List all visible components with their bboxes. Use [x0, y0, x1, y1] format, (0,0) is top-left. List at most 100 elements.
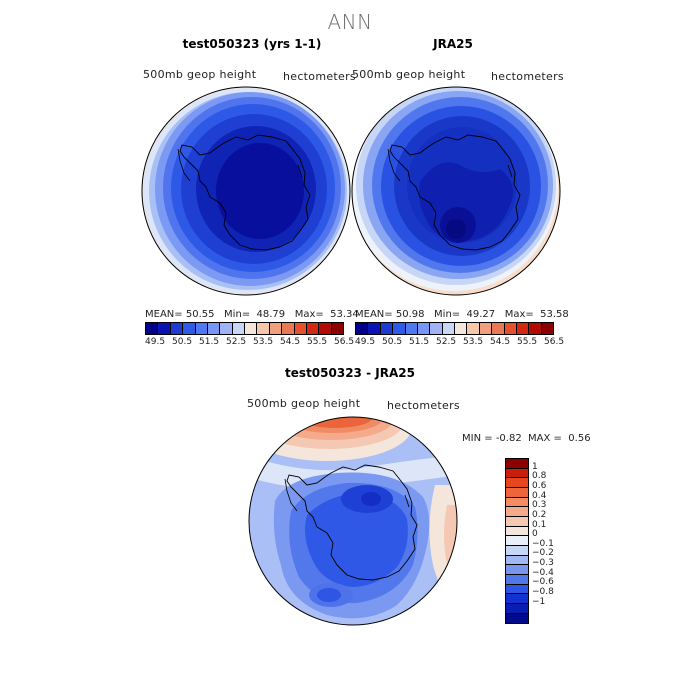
colorbar-tick-label: 0.3: [532, 500, 547, 511]
panel1-max-value: 53.34: [330, 309, 359, 320]
colorbar-tick-label: −1: [532, 596, 546, 607]
panel3-title: test050323 - JRA25: [285, 366, 415, 380]
colorbar-swatch: [146, 323, 159, 334]
panel2-max-label: Max=: [504, 309, 534, 320]
panel2-title: JRA25: [433, 37, 473, 51]
colorbar-tick-label: 0.2: [532, 509, 547, 520]
panel2-colorbar-ticks: 49.5 50.5 51.5 52.5 53.5 54.5 55.5 56.5: [355, 337, 565, 349]
colorbar-tick-label: 50.5: [172, 337, 193, 347]
colorbar-swatch: [405, 323, 418, 334]
colorbar-swatch: [393, 323, 406, 334]
colorbar-swatch: [319, 323, 332, 334]
colorbar-swatch: [282, 323, 295, 334]
colorbar-swatch: [506, 565, 528, 575]
colorbar-swatch: [479, 323, 493, 334]
colorbar-swatch: [541, 323, 553, 334]
panel1-units: hectometers: [283, 70, 356, 83]
colorbar-swatch: [506, 487, 528, 498]
colorbar-swatch: [380, 323, 394, 334]
panel3-units: hectometers: [387, 399, 460, 412]
colorbar-swatch: [506, 613, 528, 624]
colorbar-tick-label: 0.4: [532, 490, 547, 501]
colorbar-swatch: [506, 468, 528, 479]
colorbar-swatch: [232, 323, 245, 334]
colorbar-swatch: [356, 323, 369, 334]
colorbar-swatch: [331, 323, 343, 334]
colorbar-swatch: [506, 584, 528, 595]
panel3-minmax: MIN = -0.82 MAX = 0.56: [462, 433, 591, 444]
colorbar-swatch: [245, 323, 258, 334]
panel2-stats: MEAN= 50.98 Min= 49.27 Max= 53.58: [355, 309, 569, 320]
panel3-min-value: -0.82: [495, 433, 522, 444]
colorbar-tick-label: 55.5: [517, 337, 538, 347]
colorbar-swatch: [506, 555, 528, 566]
colorbar-swatch: [195, 323, 208, 334]
panel2-polar-map: [351, 86, 561, 296]
colorbar-tick-label: 0.8: [532, 471, 547, 482]
colorbar-swatch: [506, 516, 528, 527]
colorbar-tick-label: 1: [532, 461, 538, 472]
colorbar-tick-label: 52.5: [226, 337, 247, 347]
colorbar-tick-label: 56.5: [544, 337, 565, 347]
colorbar-tick-label: 54.5: [490, 337, 511, 347]
colorbar-tick-label: 0.6: [532, 480, 547, 491]
colorbar-swatch: [492, 323, 505, 334]
colorbar-tick-label: 54.5: [280, 337, 301, 347]
colorbar-swatch: [529, 323, 542, 334]
colorbar-swatch: [183, 323, 196, 334]
colorbar-swatch: [506, 497, 528, 508]
colorbar-swatch: [506, 603, 528, 614]
colorbar-tick-label: −0.1: [532, 538, 554, 549]
panel1-mean-value: 50.55: [185, 309, 215, 320]
panel3-max-label: MAX =: [528, 433, 562, 444]
main-title: ANN: [327, 10, 373, 34]
colorbar-swatch: [504, 323, 517, 334]
colorbar-swatch: [516, 323, 530, 334]
panel3-colorbar-ticks: 1 0.8 0.6 0.4 0.3 0.2 0.1 0 −0.1 −0.2 −0.3 −0.4 −0.6…: [532, 458, 572, 622]
colorbar-swatch: [506, 459, 528, 469]
panel1-colorbar-ticks: 49.5 50.5 51.5 52.5 53.5 54.5 55.5 56.5: [145, 337, 355, 349]
panel2-colorbar: [355, 322, 554, 335]
colorbar-swatch: [506, 478, 528, 488]
colorbar-swatch: [368, 323, 381, 334]
colorbar-swatch: [506, 545, 528, 556]
colorbar-swatch: [506, 507, 528, 517]
colorbar-swatch: [207, 323, 221, 334]
colorbar-swatch: [158, 323, 171, 334]
colorbar-swatch: [455, 323, 468, 334]
colorbar-swatch: [506, 574, 528, 585]
panel3-variable-label: 500mb geop height: [247, 397, 361, 410]
panel3-max-value: 0.56: [568, 433, 591, 444]
panel1-min-label: Min=: [224, 309, 251, 320]
colorbar-tick-label: 49.5: [145, 337, 166, 347]
colorbar-tick-label: 55.5: [307, 337, 328, 347]
colorbar-tick-label: 0.1: [532, 519, 547, 530]
colorbar-swatch: [467, 323, 480, 334]
panel2-units: hectometers: [491, 70, 564, 83]
colorbar-tick-label: 0: [532, 529, 538, 540]
colorbar-tick-label: 50.5: [382, 337, 403, 347]
colorbar-tick-label: 51.5: [199, 337, 220, 347]
colorbar-tick-label: −0.3: [532, 558, 554, 569]
colorbar-swatch: [220, 323, 233, 334]
panel1-variable-label: 500mb geop height: [143, 68, 257, 81]
colorbar-tick-label: −0.8: [532, 587, 554, 598]
colorbar-swatch: [294, 323, 307, 334]
colorbar-tick-label: 56.5: [334, 337, 355, 347]
colorbar-tick-label: 51.5: [409, 337, 430, 347]
panel1-mean-label: MEAN=: [145, 309, 183, 320]
colorbar-swatch: [257, 323, 270, 334]
panel3-min-label: MIN =: [462, 433, 493, 444]
panel2-min-label: Min=: [434, 309, 461, 320]
colorbar-tick-label: 49.5: [355, 337, 376, 347]
panel2-mean-value: 50.98: [395, 309, 425, 320]
colorbar-swatch: [417, 323, 431, 334]
colorbar-tick-label: −0.4: [532, 567, 554, 578]
colorbar-swatch: [442, 323, 455, 334]
panel1-max-label: Max=: [294, 309, 324, 320]
panel3-colorbar: [505, 458, 529, 624]
colorbar-swatch: [269, 323, 283, 334]
panel1-min-value: 48.79: [256, 309, 286, 320]
colorbar-tick-label: 52.5: [436, 337, 457, 347]
panel1-title: test050323 (yrs 1-1): [182, 37, 322, 51]
